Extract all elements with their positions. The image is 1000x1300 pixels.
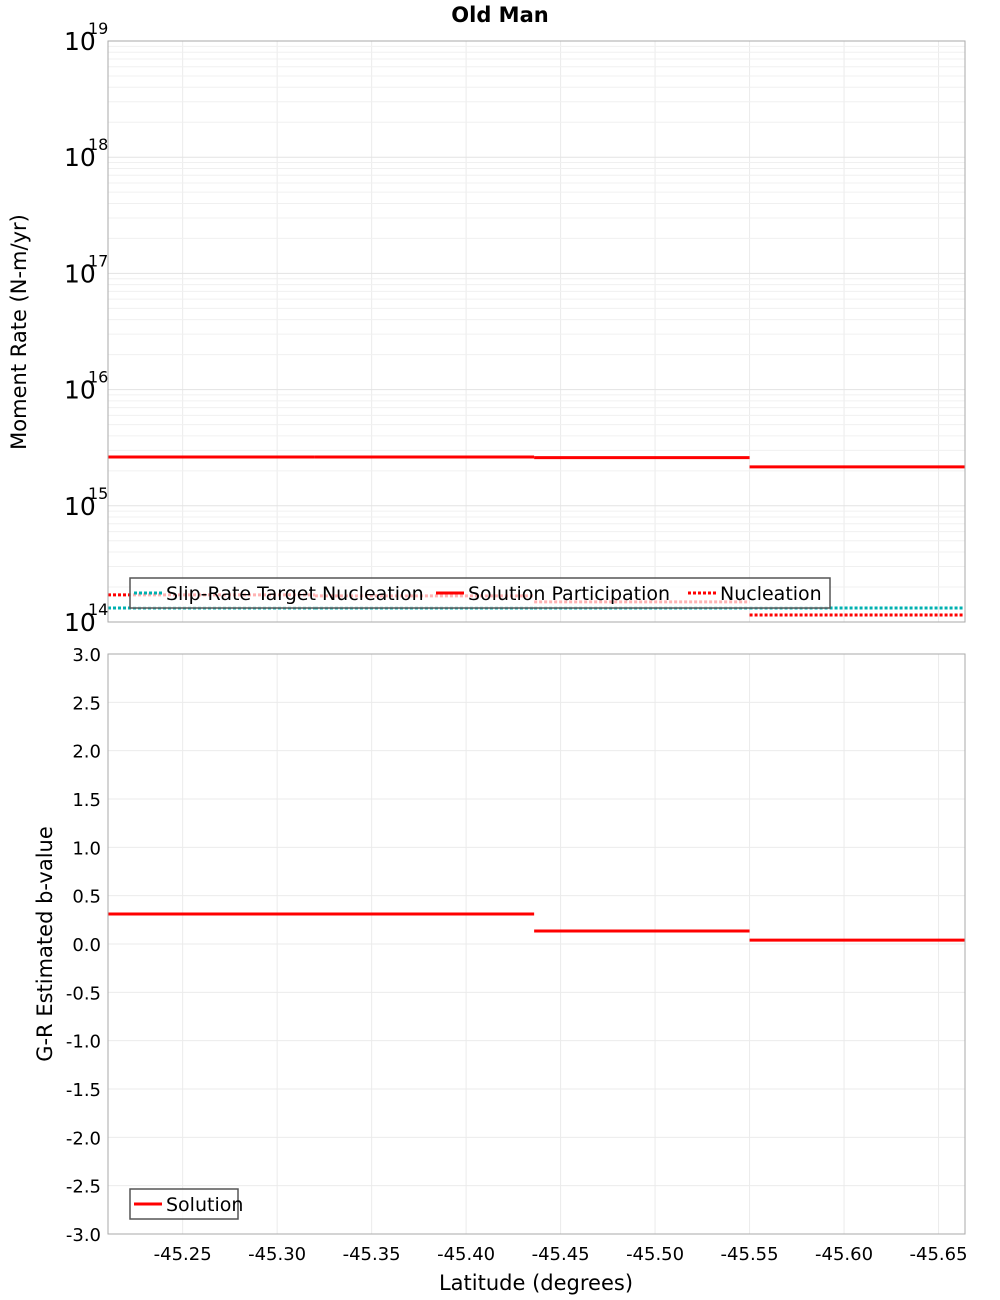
top-y-axis-label: Moment Rate (N-m/yr) <box>7 214 31 450</box>
bottom-y-tick-label: 1.0 <box>72 838 101 859</box>
top-y-tick-exponent: 14 <box>88 600 108 619</box>
bottom-y-tick-label: 3.0 <box>72 645 101 666</box>
bottom-y-tick-label: 2.5 <box>72 693 101 714</box>
legend-label: Solution <box>166 1194 243 1216</box>
x-tick-label: -45.65 <box>910 1244 968 1265</box>
bottom-y-tick-label: 1.5 <box>72 790 101 811</box>
x-tick-label: -45.45 <box>532 1244 590 1265</box>
bottom-y-axis-label: G-R Estimated b-value <box>33 826 57 1062</box>
bottom-y-tick-label: -2.0 <box>66 1128 101 1149</box>
top-y-tick-base: 10 <box>64 492 96 521</box>
top-y-tick-base: 10 <box>64 259 96 288</box>
bottom-y-tick-label: -3.0 <box>66 1225 101 1246</box>
top-y-tick-base: 10 <box>64 376 96 405</box>
x-tick-label: -45.60 <box>815 1244 873 1265</box>
top-y-tick-base: 10 <box>64 143 96 172</box>
top-plot-area <box>108 41 965 622</box>
x-tick-label: -45.50 <box>626 1244 684 1265</box>
x-axis-label: Latitude (degrees) <box>439 1271 633 1295</box>
x-tick-label: -45.55 <box>721 1244 779 1265</box>
bottom-y-tick-label: -1.0 <box>66 1032 101 1053</box>
chart-marks: -45.25 -45.30 -45.35 -45.40 -45.45 -45.50 -45.… <box>64 19 968 1265</box>
x-tick-label: -45.25 <box>154 1244 212 1265</box>
bottom-y-tick-label: -0.5 <box>66 983 101 1004</box>
legend-label: Nucleation <box>720 583 822 605</box>
top-y-tick-exponent: 17 <box>88 251 108 270</box>
bottom-y-tick-label: 2.0 <box>72 742 101 763</box>
chart-title: Old Man <box>451 3 548 27</box>
top-y-tick-exponent: 16 <box>88 368 108 387</box>
bottom-y-tick-label: -2.5 <box>66 1177 101 1198</box>
top-y-tick-base: 10 <box>64 27 96 56</box>
top-y-tick-exponent: 15 <box>88 484 108 503</box>
top-plot-border <box>107 40 966 623</box>
bottom-y-tick-label: 0.5 <box>72 887 101 908</box>
top-y-tick-exponent: 18 <box>88 135 108 154</box>
legend-label: Solution Participation <box>468 583 670 605</box>
bottom-plot-border <box>107 653 966 1235</box>
legend-label: Slip-Rate Target Nucleation <box>166 583 424 605</box>
x-tick-label: -45.40 <box>437 1244 495 1265</box>
top-y-tick-base: 10 <box>64 608 96 637</box>
x-tick-label: -45.30 <box>248 1244 306 1265</box>
x-tick-label: -45.35 <box>343 1244 401 1265</box>
bottom-y-tick-label: -1.5 <box>66 1080 101 1101</box>
top-y-tick-exponent: 19 <box>88 19 108 38</box>
bottom-y-tick-label: 0.0 <box>72 935 101 956</box>
